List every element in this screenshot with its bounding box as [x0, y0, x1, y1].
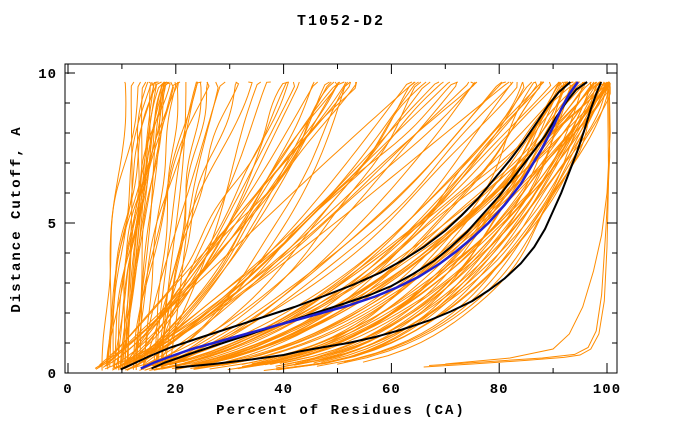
tick-labels: 0 20 40 60 80 100 0 5 10	[38, 67, 621, 398]
svg-text:5: 5	[48, 217, 57, 233]
axes-frame	[64, 63, 618, 374]
plot-title: T1052-D2	[297, 13, 385, 30]
svg-text:20: 20	[166, 382, 185, 398]
svg-text:60: 60	[382, 382, 401, 398]
svg-text:40: 40	[274, 382, 293, 398]
curves-layer	[94, 81, 611, 371]
x-axis-label: Percent of Residues (CA)	[216, 403, 466, 419]
y-axis-label: Distance Cutoff, A	[9, 125, 25, 312]
svg-text:10: 10	[38, 67, 57, 83]
svg-text:80: 80	[490, 382, 509, 398]
svg-text:0: 0	[63, 382, 72, 398]
svg-text:0: 0	[48, 367, 57, 383]
svg-text:100: 100	[593, 382, 621, 398]
